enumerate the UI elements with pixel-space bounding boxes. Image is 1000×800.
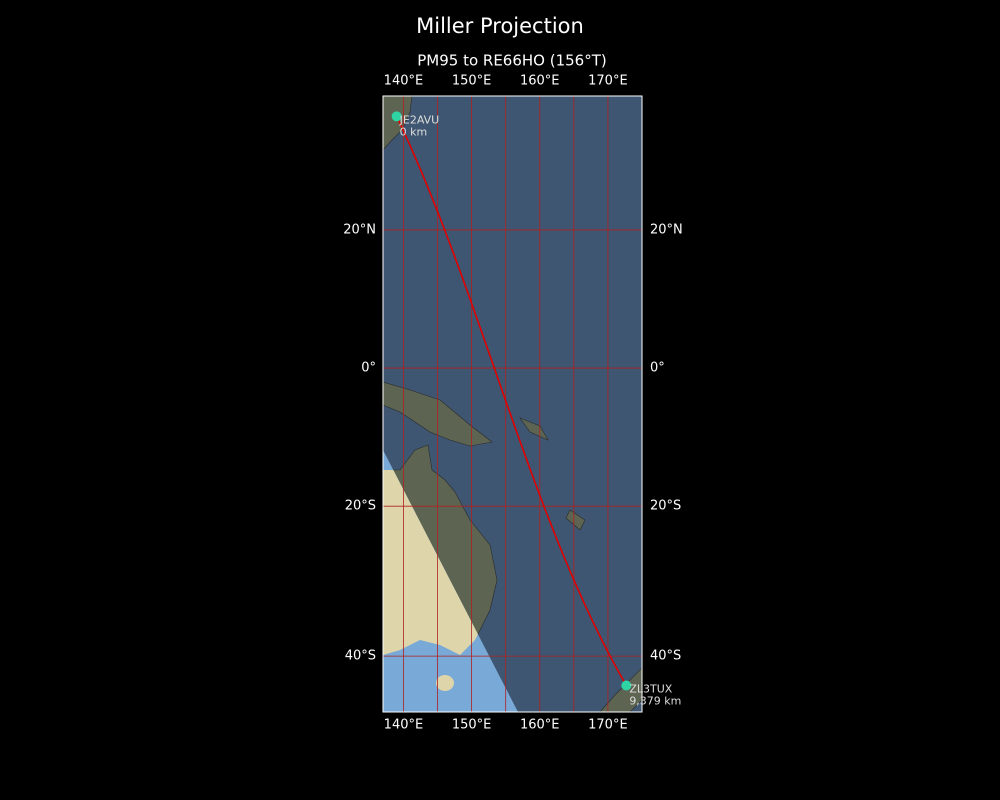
station-distance: 0 km bbox=[400, 125, 428, 138]
lon-tick-label: 140°E bbox=[384, 74, 424, 89]
title: Miller Projection bbox=[416, 14, 584, 38]
lon-tick-label: 160°E bbox=[520, 74, 560, 89]
station-name: JE2AVU bbox=[399, 113, 440, 126]
lon-tick-label: 160°E bbox=[520, 718, 560, 733]
lon-tick-label: 150°E bbox=[452, 718, 492, 733]
lat-tick-label: 20°N bbox=[343, 222, 376, 237]
map-frame bbox=[382, 95, 643, 713]
lat-tick-label: 40°S bbox=[345, 649, 376, 664]
station-distance: 9,379 km bbox=[629, 695, 681, 708]
lat-tick-label: 40°S bbox=[650, 649, 681, 664]
lon-tick-label: 170°E bbox=[588, 74, 628, 89]
lat-tick-label: 20°S bbox=[650, 499, 681, 514]
lat-tick-label: 20°N bbox=[650, 222, 683, 237]
subtitle: PM95 to RE66HO (156°T) bbox=[417, 52, 607, 70]
lat-tick-label: 20°S bbox=[345, 499, 376, 514]
station-point bbox=[621, 680, 632, 691]
lat-tick-label: 0° bbox=[650, 361, 665, 376]
map-area bbox=[383, 96, 642, 712]
station-point bbox=[391, 111, 402, 122]
lat-tick-label: 0° bbox=[361, 361, 376, 376]
station-name: ZL3TUX bbox=[629, 683, 672, 696]
lon-tick-label: 140°E bbox=[384, 718, 424, 733]
lon-tick-label: 170°E bbox=[588, 718, 628, 733]
route bbox=[395, 115, 628, 686]
lon-tick-label: 150°E bbox=[452, 74, 492, 89]
